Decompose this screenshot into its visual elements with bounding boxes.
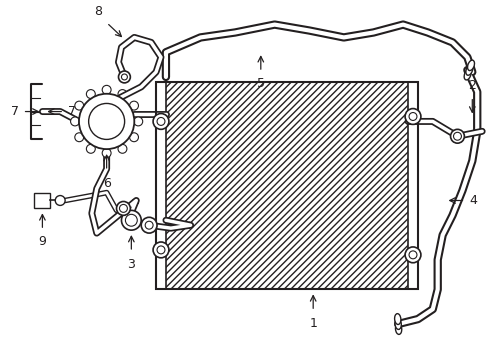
Circle shape <box>129 101 138 110</box>
Circle shape <box>153 242 168 258</box>
Circle shape <box>119 204 127 212</box>
Text: 3: 3 <box>127 258 135 271</box>
Circle shape <box>86 90 95 99</box>
Circle shape <box>118 71 130 83</box>
Circle shape <box>75 133 83 142</box>
Circle shape <box>125 214 137 226</box>
Circle shape <box>88 103 124 139</box>
Text: 9: 9 <box>39 235 46 248</box>
Text: 2: 2 <box>468 79 475 92</box>
Circle shape <box>118 90 127 99</box>
Circle shape <box>118 144 127 153</box>
Ellipse shape <box>463 69 470 80</box>
Circle shape <box>70 117 79 126</box>
Bar <box>35 193 50 208</box>
Circle shape <box>134 117 142 126</box>
Circle shape <box>141 217 157 233</box>
Ellipse shape <box>467 60 473 71</box>
Circle shape <box>449 129 464 143</box>
Ellipse shape <box>394 319 401 329</box>
Circle shape <box>145 221 153 229</box>
Bar <box>156 82 417 289</box>
Text: 5: 5 <box>256 77 264 90</box>
Circle shape <box>404 109 420 125</box>
Ellipse shape <box>394 314 400 324</box>
Bar <box>156 82 165 289</box>
Ellipse shape <box>465 65 472 75</box>
Ellipse shape <box>395 324 401 334</box>
Circle shape <box>75 101 83 110</box>
Circle shape <box>157 246 164 254</box>
Circle shape <box>121 210 141 230</box>
Text: 8: 8 <box>94 5 102 18</box>
Circle shape <box>86 144 95 153</box>
Circle shape <box>116 202 130 215</box>
Text: 7: 7 <box>68 105 76 118</box>
Text: 1: 1 <box>308 317 317 330</box>
Circle shape <box>157 117 164 125</box>
Text: 6: 6 <box>102 177 110 190</box>
Circle shape <box>153 113 168 129</box>
Circle shape <box>408 113 416 121</box>
Circle shape <box>121 74 127 80</box>
Circle shape <box>102 149 111 158</box>
Circle shape <box>404 247 420 263</box>
Bar <box>165 82 407 289</box>
Circle shape <box>79 94 134 149</box>
Text: 7: 7 <box>11 105 19 118</box>
Text: 4: 4 <box>468 194 476 207</box>
Circle shape <box>102 85 111 94</box>
Circle shape <box>452 132 461 140</box>
Circle shape <box>55 195 65 206</box>
Circle shape <box>408 251 416 259</box>
Bar <box>407 82 417 289</box>
Circle shape <box>129 133 138 142</box>
